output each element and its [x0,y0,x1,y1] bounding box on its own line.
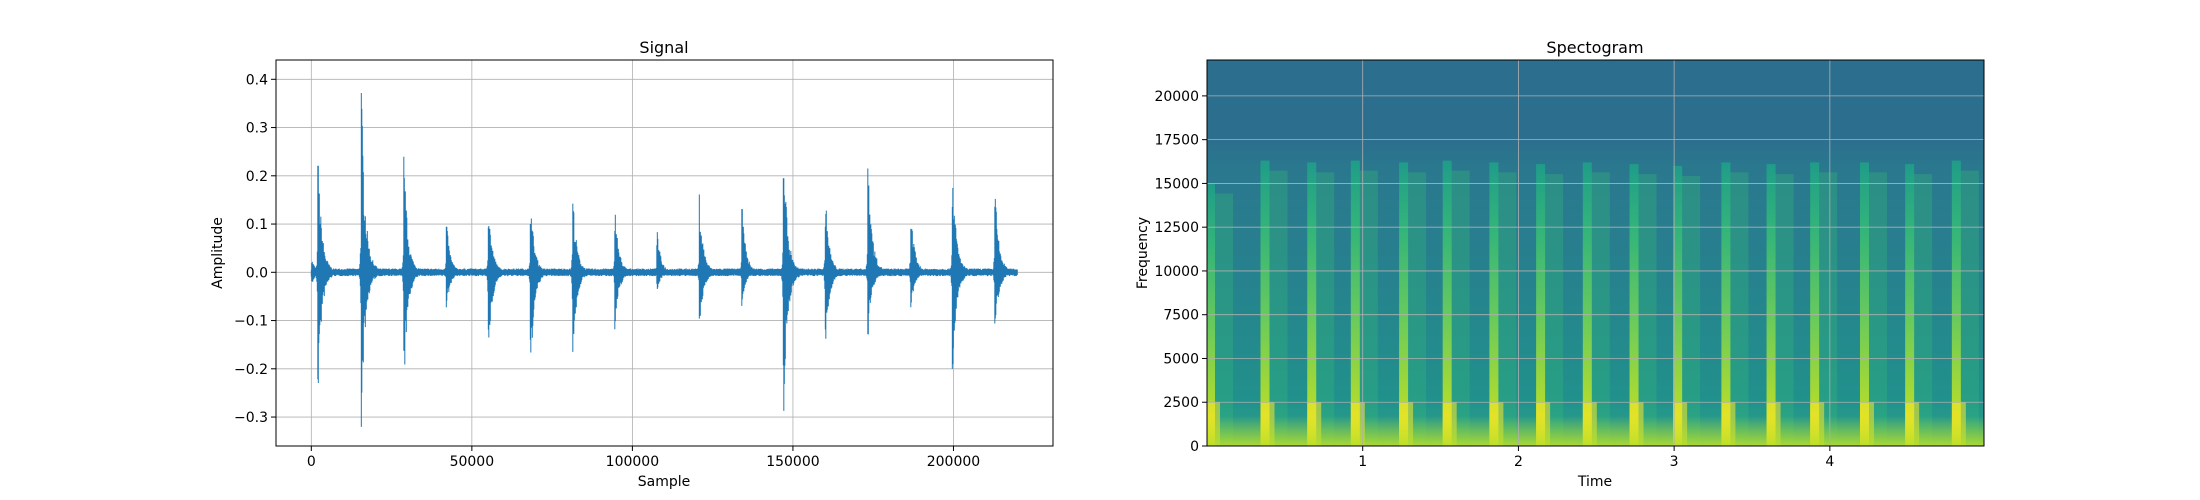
spectrogram-x-ticks: 1 2 3 4 [1358,446,1834,470]
spectrogram-onset [1673,165,1683,446]
signal-series-line [310,93,1018,427]
signal-frame [275,59,1054,447]
spectrogram-onset [1399,162,1409,446]
spectrogram-plot: Spectogram [1135,38,1985,490]
spectrogram-x-label: Time [1577,474,1612,490]
spectrogram-y-tick-label: 5000 [1163,351,1199,367]
signal-y-tick-label: 0.0 [246,265,268,281]
signal-waveform [310,93,1018,427]
spectrogram-y-ticks: 0 2500 5000 7500 10000 12500 15000 17500 20000 [1154,89,1207,455]
signal-y-tick-label: 0.2 [246,169,268,185]
signal-y-tick-label: −0.2 [234,362,268,378]
spectrogram-y-tick-label: 10000 [1154,264,1199,280]
spectrogram-y-tick-label: 0 [1190,439,1199,455]
signal-y-tick-label: 0.3 [246,121,268,137]
spectrogram-onset [1536,164,1546,446]
spectrogram-onsets [1207,160,1979,446]
spectrogram-onset [1859,162,1869,446]
spectrogram-y-tick-label: 17500 [1154,133,1199,149]
signal-y-tick-label: −0.3 [234,410,268,426]
spectrogram-y-tick-label: 20000 [1154,89,1199,105]
spectrogram-onset [1721,162,1731,446]
spectrogram-x-tick-label: 3 [1670,454,1679,470]
spectrogram-y-tick-label: 2500 [1163,395,1199,411]
spectrogram-grid [1207,60,1984,446]
signal-y-tick-label: 0.4 [246,72,268,88]
spectrogram-low-band [1207,416,1984,446]
signal-y-ticks: −0.3 −0.2 −0.1 0.0 0.1 0.2 0.3 0.4 [234,72,276,426]
spectrogram-x-tick-label: 1 [1358,454,1367,470]
spectrogram-onset [1442,160,1452,446]
signal-title: Signal [639,38,688,57]
signal-y-tick-label: 0.1 [246,217,268,233]
spectrogram-x-tick-label: 2 [1514,454,1523,470]
spectrogram-onset [1810,162,1820,446]
signal-x-tick-label: 200000 [927,454,980,470]
spectrogram-onset [1489,162,1499,446]
spectrogram-frame [1206,59,1985,447]
spectrogram-onset [1350,160,1360,446]
spectrogram-x-tick-label: 4 [1825,454,1834,470]
signal-y-tick-label: −0.1 [234,314,268,330]
signal-x-ticks: 0 50000 100000 150000 200000 [307,446,980,470]
spectrogram-background [1207,60,1984,446]
signal-x-label: Sample [638,474,691,490]
spectrogram-onset [1629,164,1639,446]
spectrogram-y-tick-label: 7500 [1163,308,1199,324]
spectrogram-onset [1307,162,1317,446]
signal-x-tick-label: 100000 [606,454,659,470]
spectrogram-onset [1582,162,1592,446]
signal-x-tick-label: 150000 [766,454,819,470]
spectrogram-title: Spectogram [1546,38,1643,57]
spectrogram-y-tick-label: 12500 [1154,220,1199,236]
signal-x-tick-label: 0 [307,454,316,470]
spectrogram-y-label: Frequency [1135,217,1151,289]
signal-x-tick-label: 50000 [450,454,495,470]
signal-plot: Signal 0 50000 100000 150000 200000 −0.3 −0.2… [210,38,1054,490]
signal-y-label: Amplitude [210,217,226,289]
spectrogram-onset [1766,164,1776,446]
spectrogram-onset [1951,160,1961,446]
spectrogram-onset [1260,160,1270,446]
spectrogram-y-tick-label: 15000 [1154,176,1199,192]
spectrogram-onset [1905,164,1915,446]
